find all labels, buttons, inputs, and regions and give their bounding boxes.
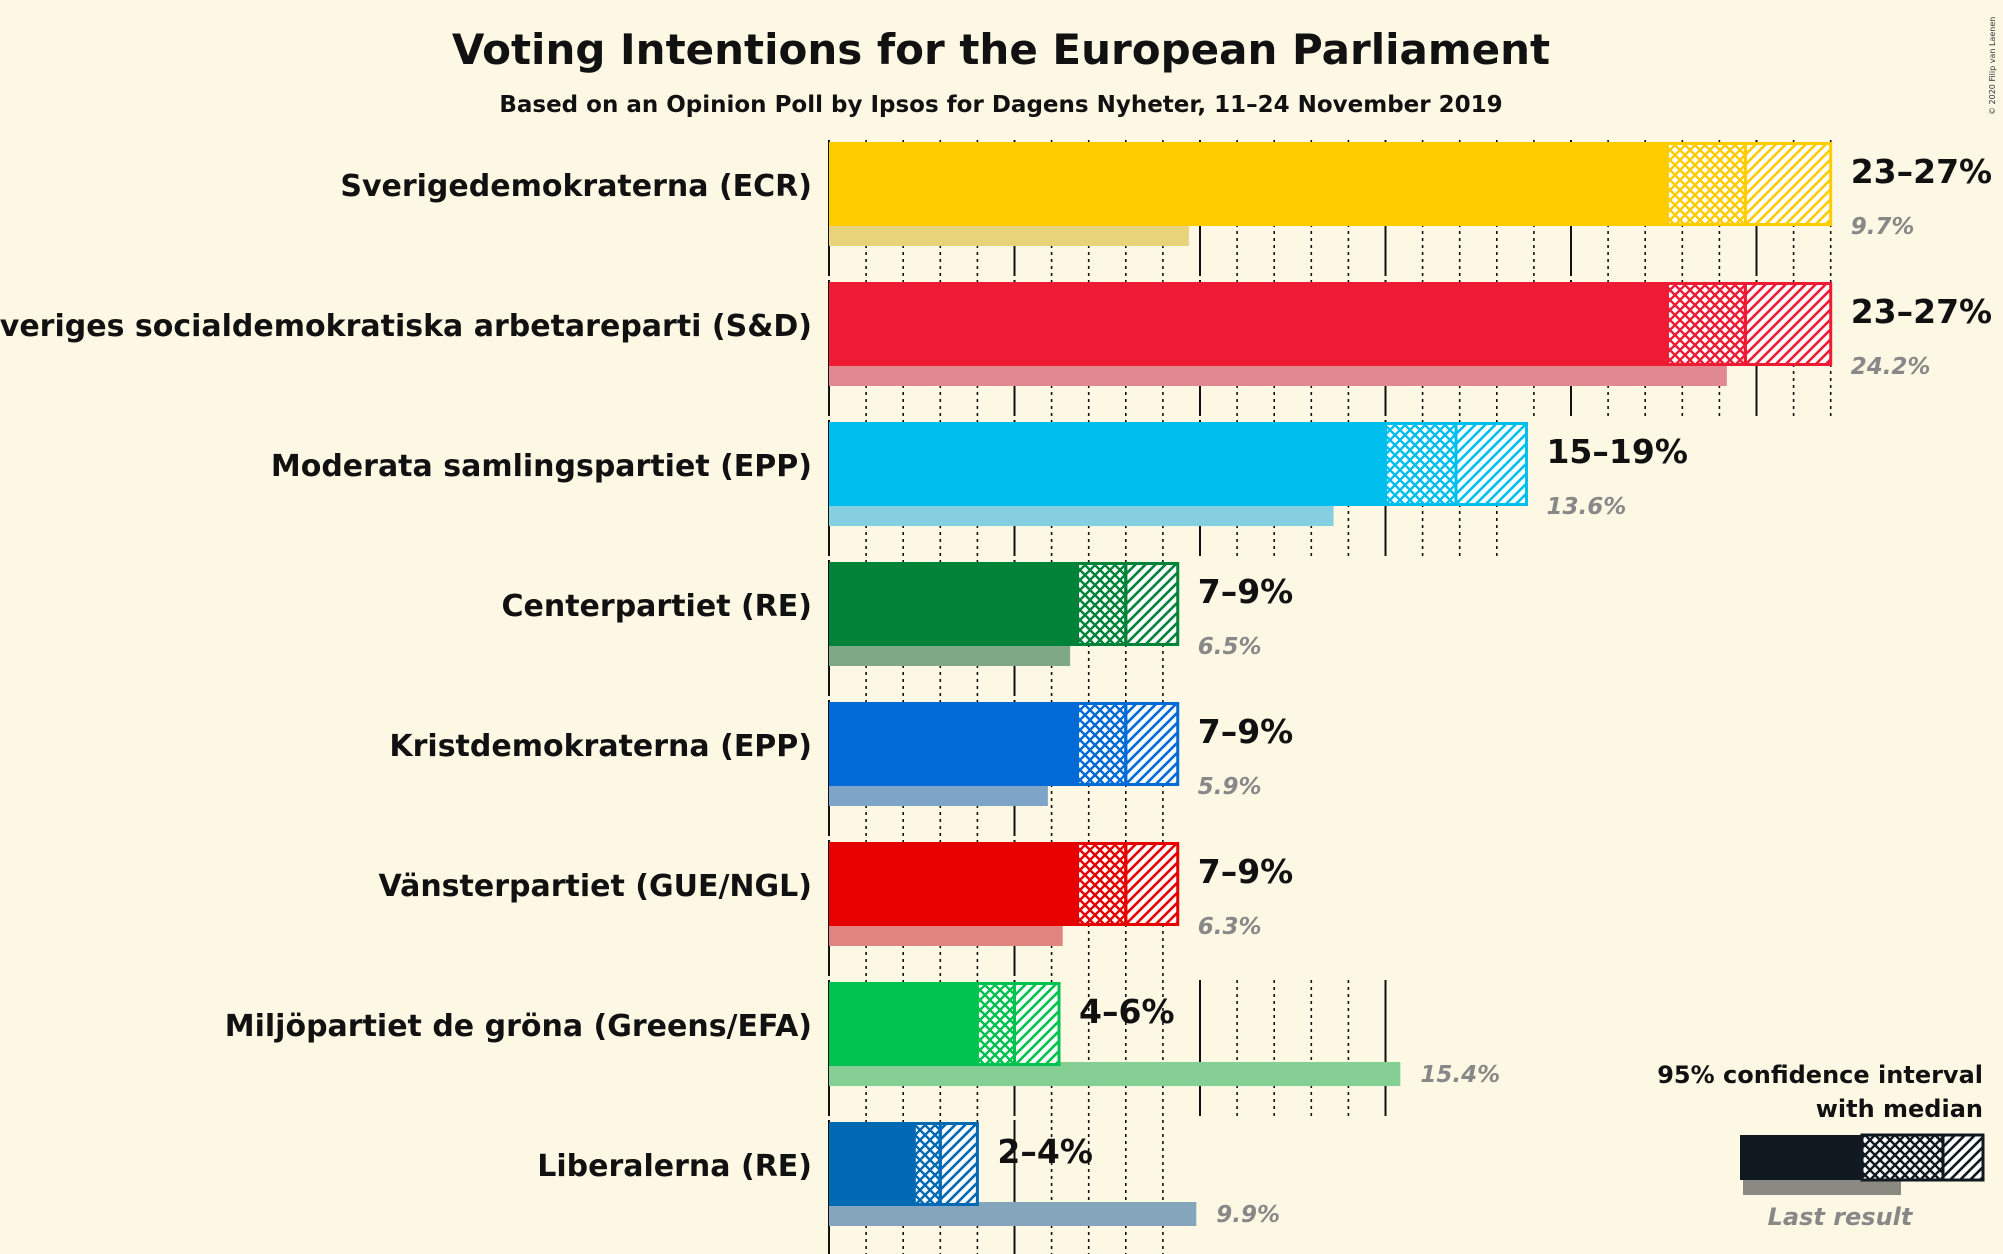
bar-solid: [829, 842, 1078, 926]
bar-ci-low-hatch: [1665, 142, 1747, 226]
last-result-label: 24.2%: [1851, 354, 1931, 380]
bar-solid: [829, 1122, 915, 1206]
bar-solid: [829, 282, 1668, 366]
range-label: 23–27%: [1851, 152, 1992, 191]
legend-title-line1: 95% confidence interval: [1657, 1061, 1983, 1089]
legend-ci-high-hatch: [1941, 1133, 1985, 1182]
last-result-label: 9.7%: [1851, 214, 1915, 240]
copyright-note: © 2020 Filip van Laenen: [1988, 17, 1997, 115]
range-label: 7–9%: [1198, 852, 1294, 891]
bar-ci-high-hatch: [938, 1122, 979, 1206]
range-label: 23–27%: [1851, 292, 1992, 331]
bar-ci-high-hatch: [1013, 982, 1061, 1066]
bar-ci-high-hatch: [1124, 842, 1180, 926]
bar-solid: [829, 562, 1078, 646]
range-label: 2–4%: [997, 1132, 1093, 1171]
chart-title: Voting Intentions for the European Parli…: [452, 25, 1550, 74]
party-label: Liberalerna (RE): [537, 1149, 812, 1184]
bar-ci-low-hatch: [912, 1122, 942, 1206]
legend: 95% confidence interval with median Last…: [1657, 1061, 1985, 1231]
last-result-label: 6.5%: [1198, 634, 1262, 660]
legend-solid-bar: [1740, 1135, 1862, 1180]
bar-ci-low-hatch: [975, 982, 1017, 1066]
bar-ci-low-hatch: [1076, 562, 1128, 646]
bar-solid: [829, 142, 1668, 226]
last-result-label: 5.9%: [1198, 774, 1262, 800]
range-label: 7–9%: [1198, 572, 1294, 611]
bar-ci-high-hatch: [1743, 282, 1833, 366]
bars-group: Sverigedemokraterna (ECR) 23–27% 9.7% Sveri…: [0, 142, 1992, 1228]
legend-last-result-label: Last result: [1768, 1203, 1914, 1231]
bar-ci-low-hatch: [1665, 282, 1747, 366]
bar-ci-low-hatch: [1076, 702, 1128, 786]
last-result-label: 9.9%: [1216, 1202, 1280, 1228]
party-label: Moderata samlingspartiet (EPP): [271, 449, 812, 484]
legend-ci-low-hatch: [1860, 1133, 1945, 1182]
bar-ci-low-hatch: [1076, 842, 1128, 926]
range-label: 4–6%: [1079, 992, 1175, 1031]
party-label: Miljöpartiet de gröna (Greens/EFA): [225, 1009, 812, 1044]
party-label: Centerpartiet (RE): [502, 589, 813, 624]
legend-title-line2: with median: [1816, 1095, 1983, 1123]
party-label: Kristdemokraterna (EPP): [389, 729, 812, 764]
bar-solid: [829, 982, 978, 1066]
range-label: 7–9%: [1198, 712, 1294, 751]
bar-ci-high-hatch: [1743, 142, 1833, 226]
party-label: Sveriges socialdemokratiska arbetarepart…: [0, 309, 812, 344]
last-result-label: 6.3%: [1198, 914, 1262, 940]
bar-ci-low-hatch: [1384, 422, 1458, 506]
last-result-label: 15.4%: [1420, 1062, 1500, 1088]
party-label: Vänsterpartiet (GUE/NGL): [379, 869, 813, 904]
party-label: Sverigedemokraterna (ECR): [340, 169, 812, 204]
bar-ci-high-hatch: [1454, 422, 1528, 506]
range-label: 15–19%: [1546, 432, 1687, 471]
bar-ci-high-hatch: [1124, 562, 1180, 646]
bar-ci-high-hatch: [1124, 702, 1180, 786]
chart-subtitle: Based on an Opinion Poll by Ipsos for Da…: [499, 92, 1502, 118]
bar-solid: [829, 422, 1386, 506]
bar-solid: [829, 702, 1078, 786]
last-result-label: 13.6%: [1546, 494, 1626, 520]
